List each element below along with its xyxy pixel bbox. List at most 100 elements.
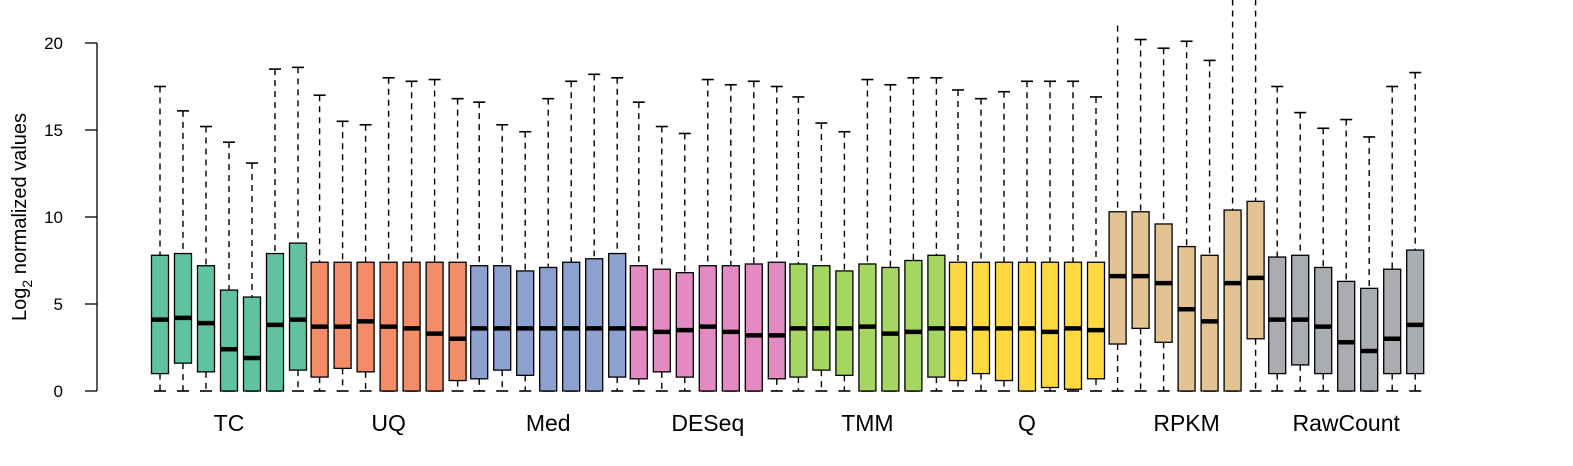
box <box>789 96 808 392</box>
y-tick-label: 5 <box>54 295 63 314</box>
box-body <box>629 265 648 380</box>
box <box>1017 80 1037 392</box>
box-series <box>150 0 1425 392</box>
box-body <box>516 270 535 376</box>
box-body <box>310 261 329 378</box>
box <box>1291 111 1310 392</box>
box-body <box>1040 261 1060 389</box>
box-body <box>881 266 900 392</box>
box <box>744 80 763 392</box>
box <box>948 89 968 392</box>
group-labels: TC UQ Med DESeq TMM Q RPKM RawCount <box>214 410 1401 436</box>
box-body <box>721 265 740 392</box>
box <box>379 77 398 392</box>
box <box>629 101 648 392</box>
box-body <box>927 254 946 378</box>
box-body <box>1177 245 1196 392</box>
box <box>585 73 604 392</box>
box <box>425 78 444 392</box>
group-label: TC <box>214 410 245 436</box>
box <box>1337 118 1356 392</box>
y-axis-title-base: Log <box>9 288 31 321</box>
box-body <box>448 261 467 382</box>
box <box>812 122 831 392</box>
y-axis-title: Log2 normalized values <box>9 113 35 321</box>
box-group-rawcount <box>1268 71 1425 392</box>
box <box>971 97 991 392</box>
box <box>675 132 694 392</box>
box <box>835 130 854 392</box>
box <box>219 141 239 392</box>
box-body <box>173 252 193 364</box>
box-body <box>1223 209 1242 392</box>
box <box>1063 80 1083 392</box>
box <box>562 80 581 392</box>
box-body <box>1131 211 1150 330</box>
box-body <box>1383 268 1402 375</box>
box <box>994 90 1014 392</box>
box-body <box>493 265 512 371</box>
box <box>242 162 262 392</box>
box-body <box>1268 256 1287 375</box>
box <box>927 77 946 392</box>
box <box>721 83 740 392</box>
box-body <box>812 265 831 371</box>
box-body <box>265 252 285 392</box>
box <box>173 110 193 392</box>
box-group-rpkm <box>1108 0 1265 392</box>
box-body <box>767 261 786 380</box>
box <box>493 123 512 392</box>
box <box>1406 71 1425 392</box>
box <box>1246 0 1265 392</box>
box <box>881 83 900 392</box>
box-group-uq <box>310 77 467 392</box>
y-tick-label: 10 <box>44 208 63 227</box>
box <box>448 97 467 392</box>
box-body <box>652 268 671 373</box>
box-body <box>425 261 444 392</box>
box <box>1383 85 1402 392</box>
box <box>767 85 786 392</box>
box-body <box>242 296 262 392</box>
box-body <box>585 258 604 392</box>
box-body <box>948 261 968 382</box>
box <box>1086 96 1106 392</box>
group-label: UQ <box>371 410 406 436</box>
box-body <box>1314 266 1333 375</box>
box-body <box>288 242 308 371</box>
box-body <box>608 252 627 378</box>
box-body <box>1086 261 1106 380</box>
y-tick-label: 20 <box>44 34 63 53</box>
box-body <box>789 263 808 378</box>
box <box>904 77 923 392</box>
box <box>1131 38 1150 392</box>
box-group-deseq <box>629 78 786 392</box>
box-body <box>744 263 763 392</box>
box <box>1360 136 1379 392</box>
box <box>1314 127 1333 392</box>
box <box>333 120 352 392</box>
box <box>150 85 170 392</box>
group-label: Q <box>1018 410 1036 436</box>
box-body <box>1337 280 1356 392</box>
box-body <box>994 261 1014 382</box>
box <box>196 125 216 392</box>
box-body <box>1406 249 1425 375</box>
box <box>288 66 308 392</box>
y-tick-label: 15 <box>44 121 63 140</box>
box <box>265 68 285 392</box>
box <box>858 78 877 392</box>
box <box>1040 80 1060 392</box>
y-axis-title-rest: normalized values <box>9 113 31 280</box>
box <box>470 101 489 392</box>
box <box>652 125 671 392</box>
y-axis-title-subscript: 2 <box>19 280 35 288</box>
box-body <box>150 254 170 375</box>
box-group-tc <box>150 66 308 392</box>
box <box>1223 0 1242 392</box>
group-label: RawCount <box>1293 410 1401 436</box>
group-label: DESeq <box>671 410 744 436</box>
box-body <box>1246 200 1265 340</box>
